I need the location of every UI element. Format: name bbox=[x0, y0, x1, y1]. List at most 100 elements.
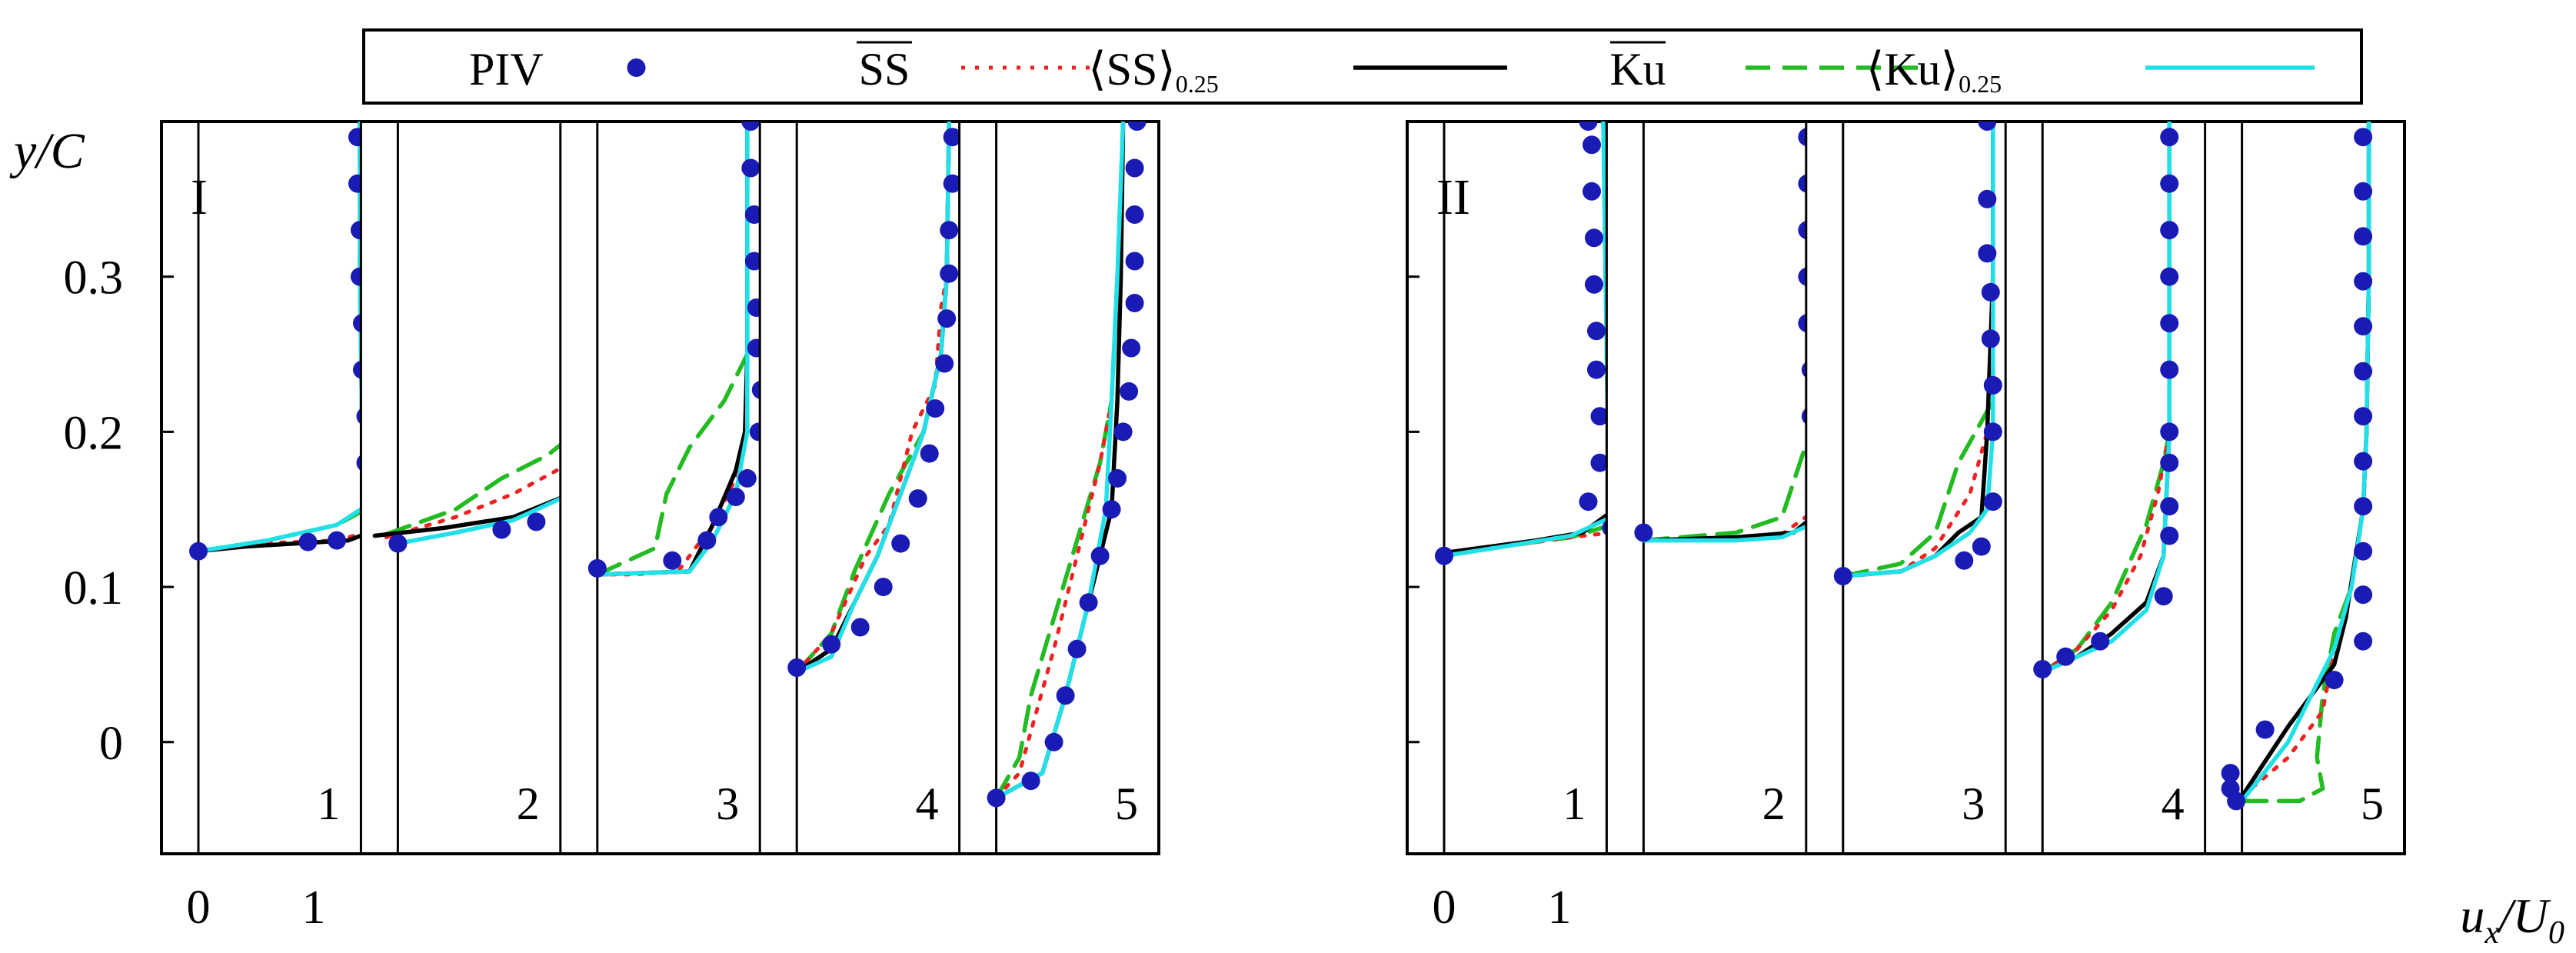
series-ss_mean bbox=[384, 466, 561, 539]
panel-frame-I bbox=[160, 120, 1160, 855]
piv-point bbox=[2354, 317, 2373, 336]
piv-point bbox=[587, 558, 607, 578]
x-tick-label: 1 bbox=[302, 881, 326, 934]
piv-point bbox=[1090, 546, 1110, 565]
x-axis-label: ux/U0 bbox=[2460, 888, 2564, 951]
station-data bbox=[587, 122, 760, 578]
piv-point bbox=[1590, 453, 1607, 472]
piv-point bbox=[1127, 122, 1147, 131]
piv-point bbox=[2160, 221, 2179, 240]
piv-point bbox=[2354, 227, 2373, 246]
piv-point bbox=[1113, 422, 1133, 442]
piv-point bbox=[1583, 135, 1601, 155]
station-data bbox=[2033, 122, 2179, 678]
piv-point bbox=[747, 298, 760, 317]
piv-point bbox=[1972, 537, 1991, 556]
piv-point bbox=[726, 488, 745, 507]
piv-point bbox=[351, 221, 361, 240]
piv-point bbox=[920, 444, 939, 463]
piv-point bbox=[663, 551, 682, 570]
panel-II: 1 2 3 4 5 II 0 1 bbox=[1406, 120, 2406, 934]
station-label: 2 bbox=[517, 778, 540, 829]
station-label: 5 bbox=[1115, 778, 1138, 829]
piv-point bbox=[1798, 128, 1806, 147]
station-I-2: 2 bbox=[359, 122, 561, 854]
piv-point bbox=[744, 205, 760, 224]
series-ku_q bbox=[395, 496, 561, 546]
piv-point bbox=[751, 381, 760, 399]
piv-point bbox=[1435, 546, 1453, 565]
piv-point bbox=[2354, 497, 2373, 516]
station-label: 3 bbox=[716, 778, 739, 829]
piv-point bbox=[1583, 182, 1601, 201]
piv-point bbox=[940, 264, 959, 283]
station-label: 4 bbox=[2162, 778, 2185, 829]
piv-point bbox=[2033, 660, 2052, 678]
station-II-4: 4 bbox=[2004, 122, 2185, 854]
piv-point bbox=[2160, 453, 2179, 472]
piv-point bbox=[1125, 205, 1144, 224]
piv-point bbox=[908, 489, 927, 508]
legend-label-ss_q: ⟨SS⟩0.25 bbox=[1088, 44, 1219, 98]
piv-point bbox=[2354, 585, 2373, 605]
piv-point bbox=[1585, 275, 1603, 294]
piv-point bbox=[2354, 272, 2373, 291]
piv-point bbox=[1120, 382, 1139, 401]
station-data bbox=[987, 122, 1147, 808]
piv-point bbox=[527, 512, 546, 531]
piv-point bbox=[1044, 732, 1063, 751]
y-tick-label: 0 bbox=[99, 718, 123, 770]
piv-point bbox=[1587, 360, 1606, 379]
piv-point bbox=[2354, 452, 2373, 471]
piv-point bbox=[298, 532, 318, 551]
piv-point bbox=[943, 128, 960, 147]
station-data bbox=[372, 132, 561, 553]
piv-point bbox=[697, 531, 717, 550]
piv-point bbox=[987, 788, 1006, 808]
piv-point bbox=[348, 128, 361, 147]
piv-point bbox=[189, 541, 208, 561]
series-ss_q bbox=[372, 495, 561, 538]
station-II-5: 5 bbox=[2204, 122, 2384, 854]
piv-point bbox=[1021, 771, 1040, 791]
piv-point bbox=[1981, 329, 2000, 348]
series-ss_q bbox=[1641, 519, 1806, 543]
piv-point bbox=[328, 531, 346, 550]
piv-point bbox=[1983, 375, 2002, 395]
station-label: 1 bbox=[317, 778, 340, 829]
piv-point bbox=[348, 174, 361, 193]
x-tick-label: 1 bbox=[1548, 881, 1572, 934]
piv-point bbox=[2227, 791, 2246, 811]
station-label: 3 bbox=[1962, 778, 1985, 829]
piv-point bbox=[1590, 407, 1607, 426]
piv-point bbox=[1798, 221, 1806, 240]
legend-label-piv: PIV bbox=[469, 44, 544, 95]
piv-point bbox=[2056, 647, 2075, 666]
legend-entry-piv: PIV bbox=[469, 44, 646, 95]
piv-point bbox=[1079, 593, 1098, 612]
piv-point bbox=[749, 422, 760, 442]
legend-label-ss_mean: SS bbox=[859, 44, 910, 95]
piv-point bbox=[1122, 338, 1141, 358]
piv-point bbox=[787, 658, 807, 677]
x-tick-label: 0 bbox=[1433, 881, 1456, 934]
piv-point bbox=[2160, 314, 2179, 333]
panel-I: 1 2 3 4 5 I 0 1 bbox=[160, 120, 1160, 934]
piv-point bbox=[2354, 407, 2373, 426]
station-data bbox=[1833, 122, 2002, 585]
station-label: 5 bbox=[2361, 778, 2384, 829]
piv-point bbox=[1587, 322, 1606, 341]
piv-point bbox=[1579, 492, 1598, 511]
panel-label-II: II bbox=[1436, 169, 1470, 225]
piv-point bbox=[1585, 228, 1603, 248]
piv-point bbox=[353, 314, 361, 333]
piv-point bbox=[891, 534, 910, 553]
piv-point bbox=[2354, 631, 2373, 651]
piv-point bbox=[2160, 526, 2179, 545]
legend-entry-ku_q: ⟨Ku⟩0.25 bbox=[1866, 44, 2315, 98]
y-axis-label: y/C bbox=[9, 123, 85, 179]
station-I-3: 3 bbox=[559, 122, 760, 854]
piv-point bbox=[1125, 252, 1144, 271]
piv-point bbox=[2255, 720, 2275, 739]
